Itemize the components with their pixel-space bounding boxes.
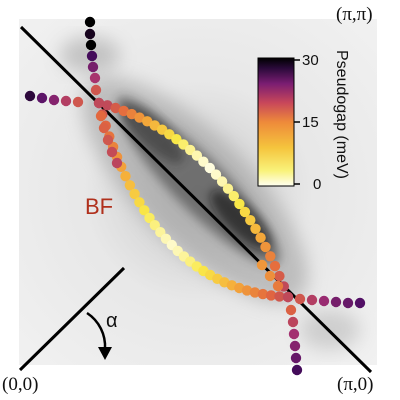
pseudogap-dot xyxy=(60,95,72,107)
pseudogap-dot xyxy=(291,364,303,376)
pseudogap-dot xyxy=(124,180,136,191)
pseudogap-dot xyxy=(287,316,299,328)
pseudogap-dot xyxy=(87,61,99,73)
pseudogap-dot xyxy=(216,176,228,187)
pseudogap-dot xyxy=(126,108,137,120)
pseudogap-dot xyxy=(24,90,36,102)
pseudogap-dot xyxy=(228,190,239,202)
pseudogap-dot xyxy=(272,280,284,292)
pseudogap-dot xyxy=(191,150,203,161)
pseudogap-dot xyxy=(144,212,155,224)
pseudogap-dot xyxy=(255,232,266,243)
pseudogap-dot xyxy=(222,183,234,194)
pseudogap-dot xyxy=(256,259,268,271)
pseudogap-dot xyxy=(86,50,98,62)
corner-label-bottom-right: (π,0) xyxy=(337,374,374,395)
pseudogap-dot xyxy=(118,105,129,117)
pseudogap-dot xyxy=(264,270,276,282)
pseudogap-dot xyxy=(274,291,285,302)
pseudogap-dots xyxy=(24,16,366,376)
pseudogap-dot xyxy=(257,288,269,300)
pseudogap-dot xyxy=(102,134,114,146)
pseudogap-dot xyxy=(288,328,300,340)
pseudogap-dot xyxy=(84,28,96,40)
pseudogap-dot xyxy=(85,39,97,51)
pseudogap-dot xyxy=(245,215,256,226)
pseudogap-dot xyxy=(306,294,318,306)
pseudogap-dot xyxy=(139,205,150,216)
pseudogap-dot xyxy=(250,223,261,234)
pseudogap-dot xyxy=(149,220,160,231)
pseudogap-dot xyxy=(330,296,342,308)
pseudogap-dot xyxy=(239,206,251,218)
angle-arc xyxy=(86,311,107,350)
pseudogap-dot xyxy=(134,112,145,123)
pseudogap-dot xyxy=(120,171,131,182)
pseudogap-dot xyxy=(36,92,48,104)
colorbar: 30 15 0 Pseudogap (meV) xyxy=(257,50,350,193)
pseudogap-dot xyxy=(354,297,366,309)
pseudogap-dot xyxy=(48,94,60,106)
pseudogap-dot xyxy=(90,84,102,96)
pseudogap-dot xyxy=(241,285,253,296)
pseudogap-dot xyxy=(102,100,113,111)
pseudogap-dot xyxy=(98,122,110,134)
pseudogap-dot xyxy=(289,340,301,352)
corner-label-top-right: (π,π) xyxy=(336,4,373,25)
pseudogap-dot xyxy=(282,291,294,303)
pseudogap-dot xyxy=(204,162,215,174)
pseudogap-dot xyxy=(269,260,281,272)
axis-line-long xyxy=(18,266,126,372)
pseudogap-dot xyxy=(265,251,276,262)
colorbar-gradient xyxy=(257,57,295,187)
pseudogap-dot xyxy=(285,304,297,316)
pseudogap-dot xyxy=(84,16,96,28)
pseudogap-dot xyxy=(265,290,277,301)
pseudogap-dot xyxy=(274,270,285,282)
pseudogap-dot xyxy=(249,287,261,298)
pseudogap-dot xyxy=(210,169,222,180)
pseudogap-dot xyxy=(342,297,354,309)
colorbar-tick-label-mid: 15 xyxy=(302,114,319,131)
intensity-map xyxy=(19,19,377,365)
colorbar-tick-label-min: 0 xyxy=(313,176,321,193)
pseudogap-dot xyxy=(134,197,145,208)
pseudogap-dot xyxy=(111,157,123,169)
colorbar-title: Pseudogap (meV) xyxy=(333,50,350,179)
angle-alpha-label: α xyxy=(106,310,118,332)
pseudogap-dot xyxy=(198,156,209,167)
pseudogap-dot xyxy=(318,295,330,307)
pseudogap-dot xyxy=(129,188,140,200)
pseudogap-dot xyxy=(93,97,105,109)
pseudogap-dot xyxy=(72,96,84,108)
pseudogap-dot xyxy=(294,293,306,305)
pseudogap-dot xyxy=(290,352,302,364)
pseudogap-dot xyxy=(234,198,245,210)
pseudogap-dot xyxy=(95,110,107,122)
pseudogap-dot xyxy=(106,146,118,158)
angle-arrowhead xyxy=(98,347,112,360)
pseudogap-dot xyxy=(89,72,101,84)
colorbar-tick-label-max: 30 xyxy=(302,52,319,69)
pseudogap-dot xyxy=(110,102,121,114)
bare-fermi-label: BF xyxy=(85,194,113,219)
diagonal-line xyxy=(19,25,373,374)
pseudogap-dot xyxy=(260,241,271,253)
corner-label-bottom-left: (0,0) xyxy=(2,374,38,395)
